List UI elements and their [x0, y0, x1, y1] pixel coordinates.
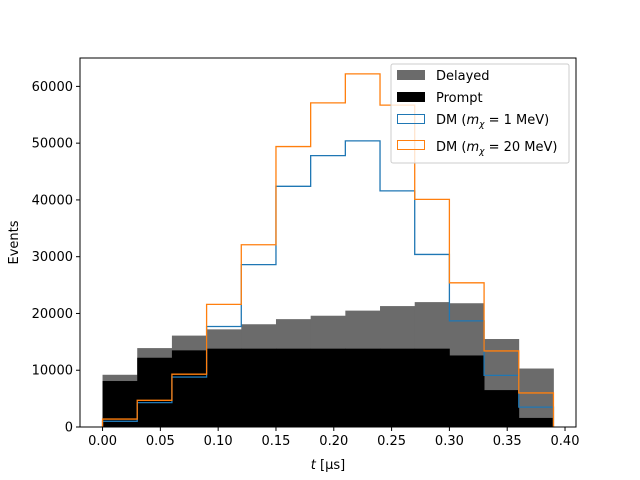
- legend-label-delayed: Delayed: [436, 69, 490, 84]
- bar-prompt: [137, 357, 173, 427]
- bar-prompt: [310, 348, 346, 427]
- series-dm-m-20-mev: [101, 73, 555, 427]
- y-axis: 0 10000 20000 30000 40000 50000 60000: [32, 80, 80, 436]
- x-tick-label: 0.35: [493, 434, 522, 449]
- bar-prompt: [275, 348, 312, 427]
- x-axis-label: t [μs]: [311, 458, 345, 473]
- y-tick-label: 30000: [32, 250, 73, 265]
- bar-prompt: [102, 381, 138, 427]
- x-tick-label: 0.10: [204, 434, 233, 449]
- legend-box: [390, 63, 570, 164]
- x-axis: 0.00 0.05 0.10 0.15 0.20 0.25 0.30 0.35 0.40: [88, 427, 579, 449]
- x-tick-label: 0.25: [377, 434, 406, 449]
- plot-area: [101, 73, 555, 427]
- bar-prompt: [345, 348, 381, 427]
- axes-frame: [79, 57, 577, 428]
- bar-prompt: [206, 348, 242, 427]
- bar-prompt: [484, 390, 520, 427]
- bar-prompt: [241, 348, 277, 427]
- y-tick-label: 50000: [32, 137, 73, 152]
- y-tick-label: 10000: [32, 364, 73, 379]
- bar-prompt: [414, 348, 450, 427]
- bar-prompt: [449, 355, 485, 427]
- y-tick-label: 20000: [32, 307, 73, 322]
- legend-swatch-prompt: [397, 92, 425, 102]
- legend-swatch-delayed: [397, 70, 425, 80]
- y-tick-label: 60000: [32, 80, 73, 95]
- bar-prompt: [171, 350, 208, 427]
- y-axis-label: Events: [7, 220, 22, 264]
- x-tick-label: 0.00: [88, 434, 117, 449]
- bar-prompt: [380, 348, 416, 427]
- x-tick-label: 0.20: [319, 434, 348, 449]
- y-tick-label: 40000: [32, 193, 73, 208]
- y-tick-label: 0: [65, 421, 73, 436]
- x-tick-label: 0.05: [146, 434, 175, 449]
- step-line-dm-m-20-mev: [101, 73, 555, 427]
- legend-label-dm-20mev: DM (mχ = 20 MeV): [436, 140, 557, 157]
- x-tick-label: 0.15: [261, 434, 290, 449]
- bar-delayed: [518, 368, 554, 427]
- legend-label-dm-1mev: DM (mχ = 1 MeV): [436, 113, 549, 130]
- legend-label-prompt: Prompt: [436, 91, 483, 106]
- legend-swatch-dm-20mev: [397, 140, 425, 150]
- x-tick-label: 0.30: [435, 434, 464, 449]
- legend-swatch-dm-1mev: [397, 114, 425, 124]
- x-tick-label: 0.40: [551, 434, 580, 449]
- legend: Delayed Prompt DM (mχ = 1 MeV) DM (mχ = …: [390, 63, 570, 164]
- bar-prompt: [518, 417, 554, 427]
